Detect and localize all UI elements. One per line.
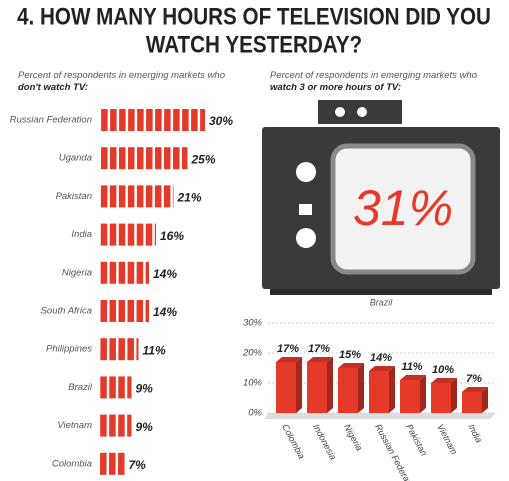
title: WATCH YESTERDAY? <box>146 31 362 58</box>
category-label: Vietnam <box>57 420 92 431</box>
value-label: 7% <box>466 373 482 385</box>
x-tick-label: Indonesia <box>311 422 338 461</box>
bar-top <box>369 366 395 371</box>
value-label: 21% <box>177 191 202 205</box>
tv-dot <box>335 107 345 117</box>
pictograph-bar <box>100 376 132 399</box>
value-label: 30% <box>209 114 233 128</box>
bar-front <box>462 392 482 413</box>
bar-side <box>451 378 457 413</box>
tv-screen <box>330 143 476 275</box>
bar-top <box>307 357 333 362</box>
y-tick-label: 0% <box>248 408 262 419</box>
x-tick-label: Colombia <box>280 422 307 460</box>
y-tick-label: 30% <box>243 318 263 329</box>
subtitle: Percent of respondents in emerging marke… <box>18 70 238 94</box>
value-label: 25% <box>191 152 216 166</box>
category-label: Pakistan <box>56 191 92 202</box>
pictograph-bar <box>100 300 149 322</box>
category-label: Colombia <box>52 458 92 469</box>
bar <box>462 387 488 413</box>
x-tick-label: Nigeria <box>342 422 364 452</box>
pictograph-bar <box>100 452 125 475</box>
bar-top <box>338 363 364 368</box>
bar-side <box>389 366 395 413</box>
value-label: 14% <box>153 305 177 319</box>
value-label: 11% <box>401 361 422 373</box>
category-label: Philippines <box>46 344 92 355</box>
pictograph-bar <box>100 261 149 284</box>
pictograph-bar <box>100 147 188 170</box>
category-label: Uganda <box>59 153 92 164</box>
value-label: 14% <box>370 352 392 364</box>
category-label: India <box>71 229 92 240</box>
value-label: 17% <box>308 343 330 355</box>
bar <box>307 357 333 413</box>
bar-top <box>276 357 302 362</box>
tv-button <box>299 204 312 215</box>
x-tick-label: India <box>466 422 484 444</box>
bar-side <box>420 375 426 413</box>
tv-dot <box>357 107 367 117</box>
bar <box>431 378 457 413</box>
value-label: 11% <box>143 343 166 357</box>
subtitle-text: Percent of respondents in emerging marke… <box>270 70 477 81</box>
subtitle-text: Percent of respondents in emerging marke… <box>18 70 225 81</box>
bar <box>400 375 426 413</box>
x-tick-label: Vietnam <box>435 422 459 456</box>
bar-side <box>482 387 488 413</box>
value-label: 14% <box>153 267 177 281</box>
bar <box>276 357 302 413</box>
callout-value: 31% <box>353 180 453 236</box>
tv-knob <box>296 228 316 248</box>
pictograph-bar <box>100 223 156 246</box>
bar-side <box>327 357 333 413</box>
bar-side <box>296 357 302 413</box>
tv-knob <box>296 162 316 182</box>
category-label: South Africa <box>41 306 92 317</box>
callout-label: Brazil <box>370 297 394 307</box>
pictograph-bar <box>100 414 132 437</box>
bar <box>369 366 395 413</box>
tv-base <box>270 289 492 295</box>
title: 4. HOW MANY HOURS OF TELEVISION DID YOU <box>17 3 491 30</box>
value-label: 9% <box>136 382 154 396</box>
bar-front <box>276 362 296 413</box>
bar-front <box>307 362 327 413</box>
value-label: 9% <box>136 420 154 434</box>
value-label: 7% <box>129 458 147 472</box>
subtitle-bold: don't watch TV: <box>18 82 88 93</box>
pictograph-bar <box>100 185 174 208</box>
bar-top <box>431 378 457 383</box>
value-label: 15% <box>339 349 361 361</box>
bar <box>338 363 364 413</box>
bar-side <box>358 363 364 413</box>
subtitle-bold: watch 3 or more hours of TV: <box>270 82 402 93</box>
value-label: 16% <box>160 229 184 243</box>
y-tick-label: 10% <box>243 378 263 389</box>
bar-front <box>338 368 358 413</box>
value-label: 17% <box>277 343 299 355</box>
category-label: Russian Federation <box>10 115 92 126</box>
y-tick-label: 20% <box>242 348 263 359</box>
bar-top <box>462 387 488 392</box>
category-label: Brazil <box>68 382 93 393</box>
bar-front <box>431 383 451 413</box>
floor <box>264 413 496 419</box>
subtitle: Percent of respondents in emerging marke… <box>270 70 500 94</box>
bar-top <box>400 375 426 380</box>
bar-front <box>400 380 420 413</box>
pictograph-bar <box>100 338 139 361</box>
x-tick-label: Pakistan <box>404 422 429 457</box>
category-label: Nigeria <box>62 267 92 278</box>
pictograph-bar <box>100 109 205 131</box>
value-label: 10% <box>432 364 454 376</box>
bar-front <box>369 371 389 413</box>
